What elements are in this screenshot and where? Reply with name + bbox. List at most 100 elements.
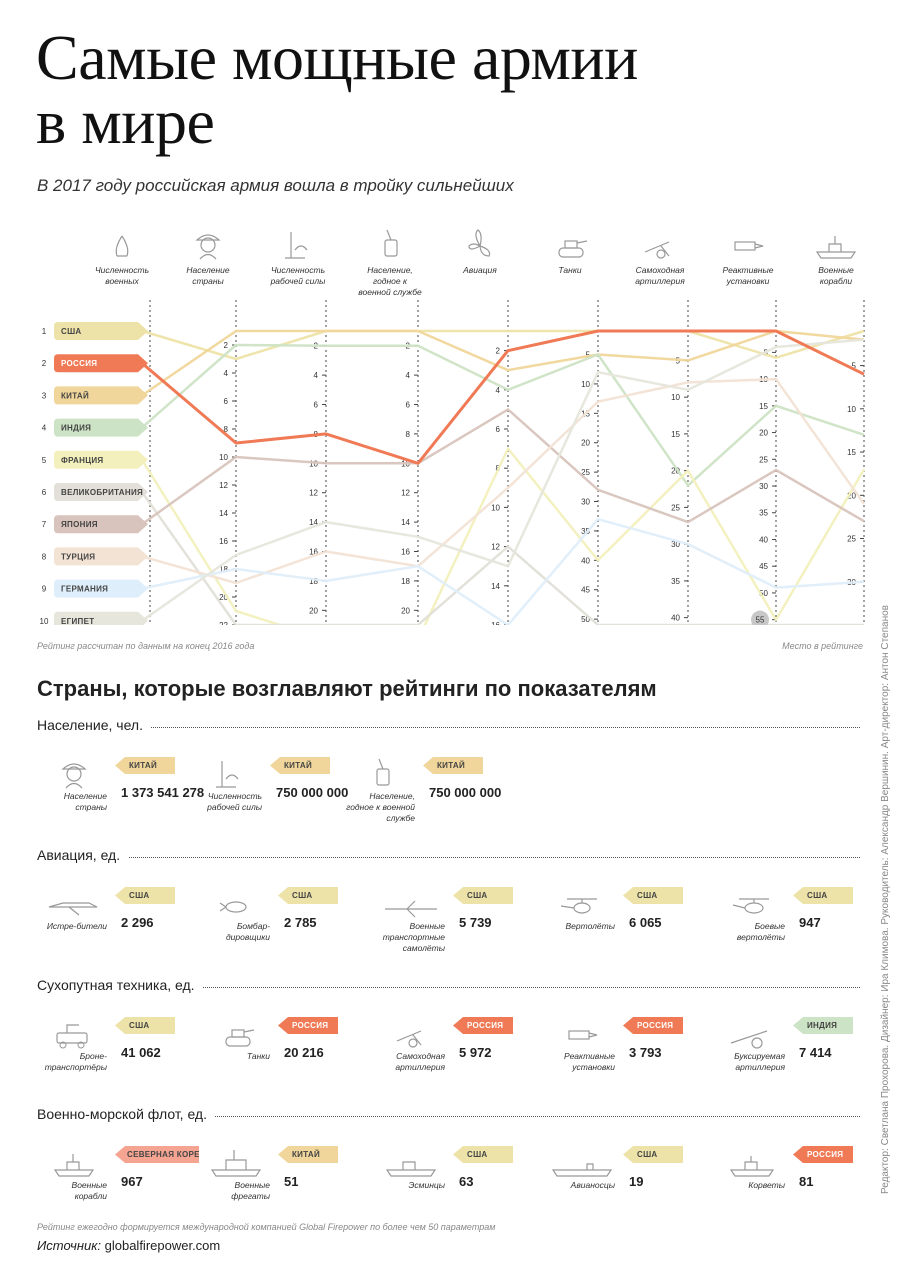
person-icon — [195, 234, 221, 260]
leader-item: Танки РОССИЯ 20 216 — [200, 1017, 365, 1087]
column-label: Самоходная — [636, 265, 685, 275]
section-header: Население, чел. — [37, 717, 860, 737]
tick-label: 4 — [406, 371, 411, 380]
country-badge: США — [623, 887, 683, 904]
tick-label: 22 — [219, 621, 228, 625]
leader-item: Вертолёты США 6 065 — [545, 887, 710, 957]
tick-label: 40 — [671, 614, 680, 623]
dogtag-icon — [384, 229, 398, 257]
rocket-launcher-icon — [568, 1030, 598, 1040]
column-label: страны — [192, 276, 224, 286]
soldier-icon — [115, 235, 129, 257]
page-subtitle: В 2017 году российская армия вошла в тро… — [37, 176, 514, 195]
leader-item: Самоходная артиллерия РОССИЯ 5 972 — [375, 1017, 540, 1087]
rank-label: 7 — [42, 520, 47, 529]
country-badge — [54, 322, 148, 340]
country-badge: США — [115, 887, 175, 904]
tick-label: 4 — [314, 371, 319, 380]
tick-label: 12 — [401, 489, 410, 498]
leaders-heading: Страны, которые возглавляют рейтинги по … — [37, 676, 657, 701]
tick-label: 18 — [219, 565, 228, 574]
tick-label: 16 — [309, 548, 318, 557]
item-label: Эсминцы — [408, 1180, 446, 1190]
page-title: Самые мощные армии в мире — [36, 26, 638, 154]
section-title: Население, чел. — [37, 717, 151, 733]
section-divider — [37, 857, 860, 858]
tick-label: 18 — [309, 577, 318, 586]
country-badge: РОССИЯ — [453, 1017, 513, 1034]
item-value: 20 216 — [284, 1045, 324, 1060]
country-badge: КИТАЙ — [115, 757, 175, 774]
country-badge — [54, 386, 148, 405]
footer-source: Источник: globalfirepower.com — [37, 1238, 220, 1253]
worker-icon — [285, 232, 308, 259]
carrier-icon — [551, 1163, 613, 1177]
country-badge — [54, 450, 148, 469]
item-value: 750 000 000 — [276, 785, 349, 800]
item-label: Боевые вертолёты — [736, 921, 785, 942]
tick-label: 35 — [581, 527, 590, 536]
country-name: ГЕРМАНИЯ — [61, 585, 108, 594]
item-value: 19 — [629, 1174, 644, 1189]
worker-icon — [216, 761, 239, 788]
tick-label: 15 — [671, 430, 680, 439]
leader-item: Население, годное к военной службе КИТАЙ 7… — [345, 757, 510, 827]
tick-label: 4 — [224, 369, 229, 378]
leader-item: Военные корабли СЕВЕРНАЯ КОРЕЯ 967 — [37, 1146, 202, 1216]
footer-note: Рейтинг ежегодно формируется международн… — [37, 1222, 496, 1232]
series-line-1 — [141, 329, 865, 361]
series-line-4 — [141, 343, 865, 487]
tank-icon — [558, 240, 588, 258]
tick-label: 15 — [759, 402, 768, 411]
tick-label: 10 — [581, 380, 590, 389]
bomber-icon — [219, 901, 247, 913]
tick-label: 40 — [759, 535, 768, 544]
corvette-icon — [729, 1156, 775, 1177]
tick-label: 8 — [224, 425, 229, 434]
country-badge: РОССИЯ — [278, 1017, 338, 1034]
tick-label: 35 — [759, 509, 768, 518]
tick-label: 25 — [671, 503, 680, 512]
tick-label: 50 — [581, 615, 590, 624]
tick-label: 14 — [491, 582, 500, 591]
item-value: 750 000 000 — [429, 785, 502, 800]
tick-label: 20 — [581, 439, 590, 448]
tick-label: 45 — [759, 562, 768, 571]
country-badge: РОССИЯ — [623, 1017, 683, 1034]
source-link[interactable]: globalfirepower.com — [104, 1238, 221, 1253]
column-label: корабли — [820, 276, 853, 286]
tick-label: 10 — [309, 459, 318, 468]
tick-label: 16 — [219, 537, 228, 546]
column-label: военной службе — [358, 287, 422, 297]
helicopter-icon — [560, 898, 597, 914]
item-value: 81 — [799, 1174, 814, 1189]
item-value: 3 793 — [629, 1045, 662, 1060]
leader-item: Бомбар-дировщики США 2 785 — [200, 887, 365, 957]
item-value: 7 414 — [799, 1045, 832, 1060]
series-line-7 — [141, 408, 865, 526]
dogtag-icon — [376, 758, 390, 786]
section-header: Сухопутная техника, ед. — [37, 977, 860, 997]
tick-label: 25 — [581, 468, 590, 477]
item-label: Танки — [246, 1051, 270, 1061]
tick-label: 45 — [581, 586, 590, 595]
series-line-6 — [140, 491, 864, 625]
tick-label: 16 — [491, 621, 500, 625]
item-label: Бомбар-дировщики — [225, 921, 270, 942]
item-label: Броне-транспортёры — [44, 1051, 107, 1072]
country-badge: США — [453, 887, 513, 904]
tick-label: 30 — [759, 482, 768, 491]
leader-item: Эсминцы США 63 — [375, 1146, 540, 1216]
tick-label: 20 — [759, 429, 768, 438]
warship-icon — [815, 236, 857, 259]
item-value: 5 972 — [459, 1045, 492, 1060]
column-label: Военные — [818, 265, 854, 275]
country-badge: США — [115, 1017, 175, 1034]
tick-label: 25 — [759, 455, 768, 464]
item-value: 6 065 — [629, 915, 662, 930]
rank-label: 3 — [42, 391, 47, 400]
item-value: 41 062 — [121, 1045, 161, 1060]
item-label: Корветы — [748, 1180, 785, 1190]
tick-label: 2 — [224, 341, 229, 350]
tick-label: 20 — [671, 467, 680, 476]
